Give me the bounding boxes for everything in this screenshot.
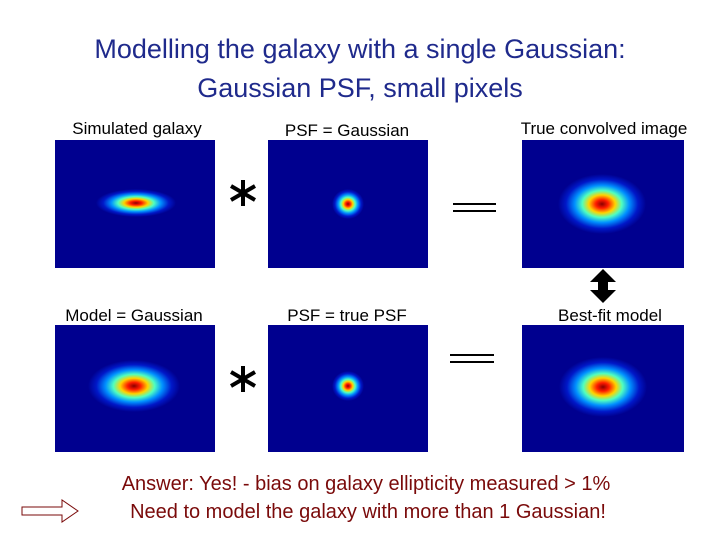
image-panel bbox=[268, 325, 428, 452]
answer-arrow bbox=[21, 499, 79, 523]
convolve-symbol bbox=[229, 366, 257, 392]
image-panel bbox=[55, 140, 215, 268]
compare-arrow bbox=[590, 269, 616, 303]
title-line: Gaussian PSF, small pixels bbox=[197, 73, 523, 103]
panel-label: PSF = true PSF bbox=[287, 306, 407, 325]
image-panel bbox=[522, 325, 684, 452]
panel-label: Best-fit model bbox=[558, 306, 662, 325]
image-panel bbox=[268, 140, 428, 268]
equals-symbol bbox=[453, 203, 496, 212]
image-panel bbox=[522, 140, 684, 268]
image-panel bbox=[55, 325, 215, 452]
answer-line: Need to model the galaxy with more than … bbox=[130, 501, 606, 523]
convolve-symbol bbox=[229, 180, 257, 206]
equals-symbol bbox=[450, 354, 494, 363]
panel-label: True convolved image bbox=[521, 119, 688, 138]
panel-label: Simulated galaxy bbox=[72, 119, 202, 138]
answer-line: Answer: Yes! - bias on galaxy ellipticit… bbox=[122, 473, 611, 495]
panel-label: PSF = Gaussian bbox=[285, 121, 409, 140]
panel-label: Model = Gaussian bbox=[65, 306, 203, 325]
title-line: Modelling the galaxy with a single Gauss… bbox=[94, 34, 625, 64]
